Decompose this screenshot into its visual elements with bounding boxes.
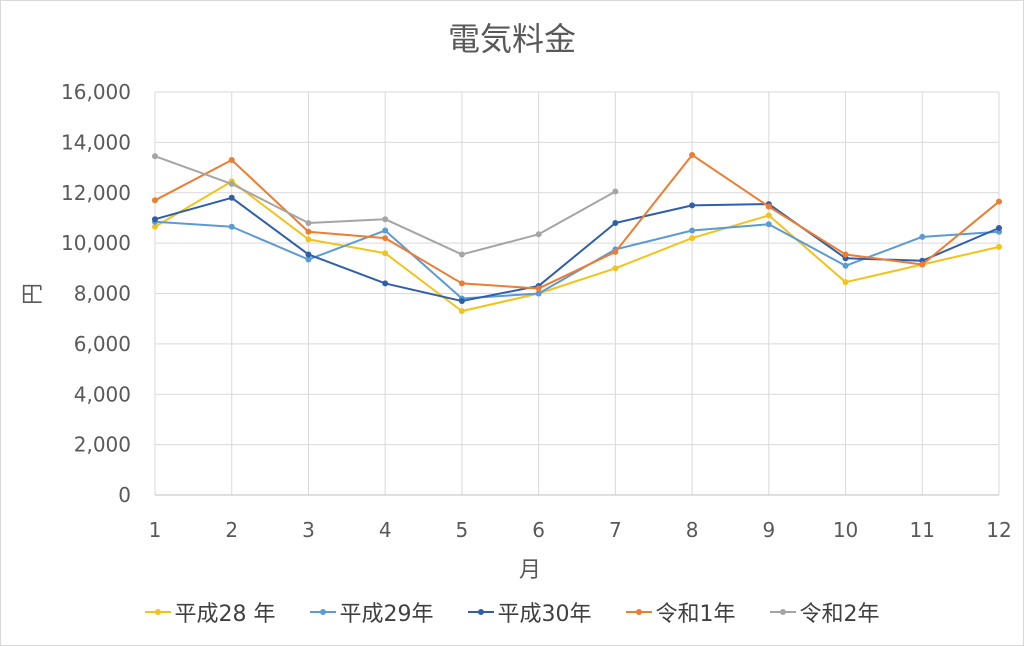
data-point bbox=[765, 203, 772, 210]
y-tick-label: 0 bbox=[118, 483, 131, 507]
data-point bbox=[612, 248, 619, 255]
x-tick-label: 12 bbox=[986, 518, 1011, 542]
data-point bbox=[228, 223, 235, 230]
data-point bbox=[305, 219, 312, 226]
legend-item: 令和1年 bbox=[625, 596, 736, 628]
chart-title: 電気料金 bbox=[447, 20, 576, 58]
data-point bbox=[996, 225, 1002, 232]
x-axis-title: 月 bbox=[519, 558, 541, 583]
legend-item: 平成28 年 bbox=[144, 596, 276, 628]
y-tick-label: 8,000 bbox=[74, 282, 131, 306]
data-point bbox=[152, 153, 158, 160]
series-line bbox=[152, 153, 619, 258]
series-path bbox=[154, 153, 1000, 290]
data-point bbox=[842, 251, 849, 258]
x-tick-label: 5 bbox=[456, 518, 469, 542]
y-tick-label: 4,000 bbox=[74, 382, 131, 406]
series-group bbox=[152, 151, 1002, 315]
data-point bbox=[382, 227, 389, 234]
legend-swatch bbox=[309, 605, 336, 619]
x-tick-label: 9 bbox=[762, 518, 775, 542]
data-point bbox=[305, 228, 312, 235]
legend-swatch bbox=[769, 605, 796, 619]
data-point bbox=[152, 197, 158, 204]
x-tick-label: 8 bbox=[686, 518, 699, 542]
data-point bbox=[919, 233, 926, 240]
y-tick-label: 14,000 bbox=[61, 130, 131, 154]
x-tick-label: 7 bbox=[609, 518, 622, 542]
legend-swatch bbox=[467, 605, 494, 619]
data-point bbox=[458, 308, 465, 315]
x-tick-label: 3 bbox=[302, 518, 315, 542]
data-point bbox=[305, 251, 312, 258]
x-tick-label: 10 bbox=[833, 518, 858, 542]
data-point bbox=[612, 188, 619, 195]
y-tick-label: 6,000 bbox=[74, 332, 131, 356]
data-point bbox=[919, 261, 926, 268]
data-point bbox=[996, 243, 1002, 250]
x-axis-ticks: 1 2 3 4 5 6 7 8 9 10 11 12 bbox=[149, 518, 1012, 542]
legend-label: 平成30年 bbox=[497, 602, 592, 627]
data-point bbox=[305, 236, 312, 243]
legend-label: 令和2年 bbox=[799, 602, 880, 627]
legend: 平成28 年 平成29年 平成30年 令和1年 令和2年 bbox=[0, 596, 1024, 628]
x-tick-label: 6 bbox=[532, 518, 545, 542]
series-line bbox=[152, 151, 1002, 292]
data-point bbox=[228, 180, 235, 187]
data-point bbox=[382, 235, 389, 242]
y-tick-label: 10,000 bbox=[61, 231, 131, 255]
legend-label: 令和1年 bbox=[655, 602, 736, 627]
legend-item: 令和2年 bbox=[769, 596, 880, 628]
data-point bbox=[152, 223, 158, 230]
data-point bbox=[382, 280, 389, 287]
series-path bbox=[154, 220, 1000, 300]
y-tick-label: 16,000 bbox=[61, 80, 131, 104]
data-point bbox=[689, 151, 696, 158]
data-point bbox=[842, 279, 849, 286]
series-line bbox=[152, 194, 1002, 305]
data-point bbox=[996, 198, 1002, 205]
data-point bbox=[305, 256, 312, 263]
y-axis-title: 円 bbox=[21, 283, 46, 305]
data-point bbox=[842, 262, 849, 269]
data-point bbox=[382, 250, 389, 257]
data-point bbox=[152, 216, 158, 223]
x-tick-label: 4 bbox=[379, 518, 392, 542]
data-point bbox=[689, 202, 696, 209]
y-axis-ticks: 0 2,000 4,000 6,000 8,000 10,000 12,000 14,000 1… bbox=[61, 80, 131, 507]
legend-label: 平成28 年 bbox=[174, 602, 276, 627]
x-tick-label: 1 bbox=[149, 518, 162, 542]
data-point bbox=[765, 212, 772, 219]
data-point bbox=[458, 251, 465, 258]
series-path bbox=[154, 180, 1000, 313]
data-point bbox=[458, 298, 465, 305]
data-point bbox=[612, 265, 619, 272]
data-point bbox=[382, 216, 389, 223]
legend-swatch bbox=[625, 605, 652, 619]
legend-label: 平成29年 bbox=[339, 602, 434, 627]
y-tick-label: 12,000 bbox=[61, 181, 131, 205]
data-point bbox=[765, 221, 772, 228]
data-point bbox=[535, 290, 542, 297]
data-point bbox=[228, 157, 235, 164]
data-point bbox=[458, 280, 465, 287]
data-point bbox=[228, 194, 235, 201]
gridlines bbox=[154, 91, 1000, 495]
legend-item: 平成29年 bbox=[309, 596, 434, 628]
legend-item: 平成30年 bbox=[467, 596, 592, 628]
series-path bbox=[154, 196, 1000, 303]
data-point bbox=[535, 285, 542, 292]
data-point bbox=[535, 231, 542, 238]
legend-swatch bbox=[144, 605, 171, 619]
data-point bbox=[689, 235, 696, 242]
x-tick-label: 11 bbox=[910, 518, 935, 542]
x-tick-label: 2 bbox=[225, 518, 238, 542]
data-point bbox=[612, 219, 619, 226]
y-tick-label: 2,000 bbox=[74, 433, 131, 457]
data-point bbox=[689, 227, 696, 234]
